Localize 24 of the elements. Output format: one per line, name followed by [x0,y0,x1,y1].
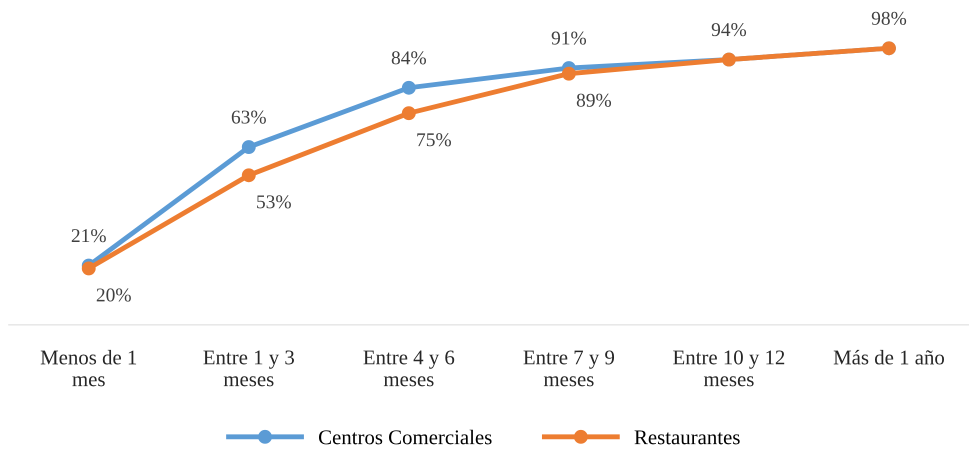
data-label: 20% [96,288,131,302]
data-label: 98% [872,12,906,25]
point [242,140,256,154]
data-label: 53% [257,195,291,208]
x-tick-label: Entre 10 y 12 meses [673,350,784,386]
data-label: 63% [232,110,266,124]
point [402,80,416,95]
data-label: 89% [576,94,612,107]
x-tick-label: Entre 1 y 3 meses [203,350,294,386]
x-tick-label: Entre 7 y 9 meses [523,350,614,386]
legend-label: Restaurantes [634,430,740,444]
point [402,106,416,120]
x-tick-label: Más de 1 año [834,350,944,365]
data-label: 21% [72,229,106,242]
data-label: 84% [392,51,426,64]
point [82,261,96,276]
x-tick-label: Menos de 1 mes [40,350,136,386]
point [242,168,256,182]
data-label: 91% [552,32,586,45]
legend-label: Centros Comerciales [319,430,492,444]
data-label: 75% [417,133,451,146]
point [562,66,576,81]
x-tick-label: Entre 4 y 6 meses [363,350,454,386]
data-label: 94% [712,23,746,36]
